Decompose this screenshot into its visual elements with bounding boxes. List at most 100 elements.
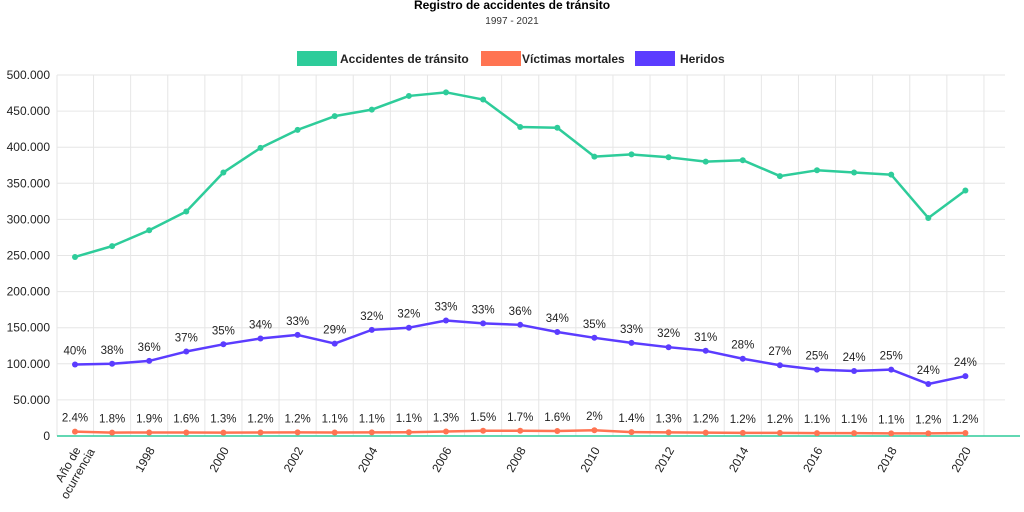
data-point-heridos — [739, 355, 746, 362]
data-label-victimas-mortales: 1.5% — [470, 412, 496, 424]
data-point-heridos — [776, 362, 783, 369]
legend-label-heridos: Heridos — [680, 52, 725, 66]
data-label-victimas-mortales: 1.9% — [136, 413, 162, 425]
data-point-heridos — [146, 357, 153, 364]
data-point-heridos — [814, 366, 820, 373]
data-point-victimas-mortales — [331, 429, 338, 436]
legend-label-accidentes-de-transito: Accidentes de tránsito — [340, 52, 469, 66]
data-point-victimas-mortales — [146, 429, 153, 436]
y-tick-label: 500.000 — [7, 68, 51, 82]
data-point-victimas-mortales — [851, 430, 858, 437]
data-point-victimas-mortales — [962, 430, 969, 437]
data-label-victimas-mortales: 2.4% — [62, 413, 88, 425]
x-tick-label: 2012 — [652, 444, 678, 474]
y-tick-label: 100.000 — [7, 357, 51, 371]
data-point-accidentes-de-transito — [146, 227, 153, 234]
data-point-victimas-mortales — [702, 429, 709, 436]
y-tick-label: 300.000 — [7, 212, 51, 226]
x-tick-label: 2016 — [800, 444, 826, 474]
data-point-accidentes-de-transito — [368, 106, 375, 113]
y-tick-label: 250.000 — [7, 249, 51, 263]
x-tick-label: 2014 — [726, 444, 752, 474]
data-point-accidentes-de-transito — [331, 113, 338, 120]
data-label-heridos: 40% — [63, 346, 86, 358]
data-point-heridos — [554, 329, 561, 336]
data-point-heridos — [628, 339, 635, 346]
data-point-accidentes-de-transito — [665, 154, 672, 161]
legend-swatch-heridos — [635, 51, 675, 66]
x-tick-label: 2008 — [503, 444, 529, 474]
y-tick-label: 450.000 — [7, 104, 51, 118]
series-line-heridos — [74, 319, 966, 386]
data-point-heridos — [331, 340, 338, 347]
data-point-heridos — [517, 321, 524, 328]
data-point-accidentes-de-transito — [702, 158, 709, 165]
data-label-heridos: 35% — [583, 319, 606, 331]
x-tick-label: 2018 — [874, 444, 900, 474]
x-axis: Año deocurrencia 1998 2000 2002 2004 2006 2008… — [46, 439, 975, 501]
grid-lines — [56, 74, 1020, 437]
data-point-heridos — [257, 335, 264, 342]
data-label-victimas-mortales: 1.3% — [210, 414, 236, 426]
data-point-heridos — [220, 341, 227, 348]
x-tick-label: 2006 — [429, 444, 455, 474]
data-label-heridos: 34% — [249, 320, 272, 332]
chart-subtitle: 1997 - 2021 — [485, 16, 539, 27]
data-label-heridos: 29% — [323, 325, 346, 337]
data-point-victimas-mortales — [925, 430, 932, 437]
y-tick-label: 50.000 — [13, 393, 50, 407]
data-point-victimas-mortales — [405, 429, 412, 436]
data-label-victimas-mortales: 1.2% — [767, 414, 793, 426]
data-point-accidentes-de-transito — [443, 89, 449, 96]
data-point-victimas-mortales — [517, 427, 524, 434]
data-label-heridos: 33% — [620, 324, 643, 336]
data-point-accidentes-de-transito — [591, 153, 598, 160]
y-tick-label: 0 — [43, 429, 50, 443]
data-point-victimas-mortales — [368, 429, 375, 436]
data-point-victimas-mortales — [109, 429, 116, 436]
data-point-accidentes-de-transito — [257, 144, 264, 151]
data-point-victimas-mortales — [257, 429, 264, 436]
data-point-victimas-mortales — [739, 429, 746, 436]
x-tick-label: Año deocurrencia — [46, 439, 98, 501]
data-point-accidentes-de-transito — [962, 187, 969, 194]
data-label-victimas-mortales: 1.7% — [507, 412, 533, 424]
x-tick-label: 2010 — [578, 444, 604, 474]
y-tick-label: 200.000 — [7, 285, 51, 299]
data-point-heridos — [294, 331, 301, 338]
data-point-victimas-mortales — [814, 430, 820, 437]
data-label-heridos: 32% — [657, 328, 680, 340]
data-point-victimas-mortales — [443, 428, 449, 435]
data-point-heridos — [109, 360, 116, 367]
data-label-victimas-mortales: 2% — [586, 411, 603, 423]
x-tick-label: 2020 — [949, 444, 975, 474]
data-point-accidentes-de-transito — [405, 92, 412, 99]
data-point-heridos — [665, 344, 672, 351]
data-point-accidentes-de-transito — [925, 214, 932, 221]
data-point-victimas-mortales — [183, 429, 190, 436]
data-label-heridos: 31% — [694, 332, 717, 344]
data-labels: 2.4% 1.8% 1.9% 1.6% 1.3% 1.2% 1.2% 1.1% 1.1% 1.1%… — [62, 301, 979, 426]
data-point-accidentes-de-transito — [517, 123, 524, 130]
data-label-victimas-mortales: 1.6% — [544, 412, 570, 424]
x-tick-label: 2002 — [281, 444, 307, 474]
data-label-victimas-mortales: 1.1% — [396, 413, 422, 425]
data-point-victimas-mortales — [776, 429, 783, 436]
data-label-heridos: 34% — [546, 313, 569, 325]
data-point-accidentes-de-transito — [480, 96, 487, 103]
data-point-accidentes-de-transito — [776, 173, 783, 180]
data-point-accidentes-de-transito — [554, 124, 561, 131]
data-point-accidentes-de-transito — [628, 151, 635, 158]
data-label-victimas-mortales: 1.1% — [322, 413, 348, 425]
data-point-victimas-mortales — [628, 429, 635, 436]
data-label-heridos: 33% — [472, 304, 495, 316]
data-point-heridos — [72, 361, 78, 368]
data-point-heridos — [851, 368, 858, 375]
data-point-accidentes-de-transito — [72, 253, 78, 260]
data-point-heridos — [480, 320, 487, 327]
data-label-heridos: 36% — [138, 342, 161, 354]
data-point-victimas-mortales — [554, 428, 561, 435]
data-label-victimas-mortales: 1.1% — [878, 414, 904, 426]
data-point-accidentes-de-transito — [294, 126, 301, 133]
data-label-heridos: 33% — [286, 316, 309, 328]
